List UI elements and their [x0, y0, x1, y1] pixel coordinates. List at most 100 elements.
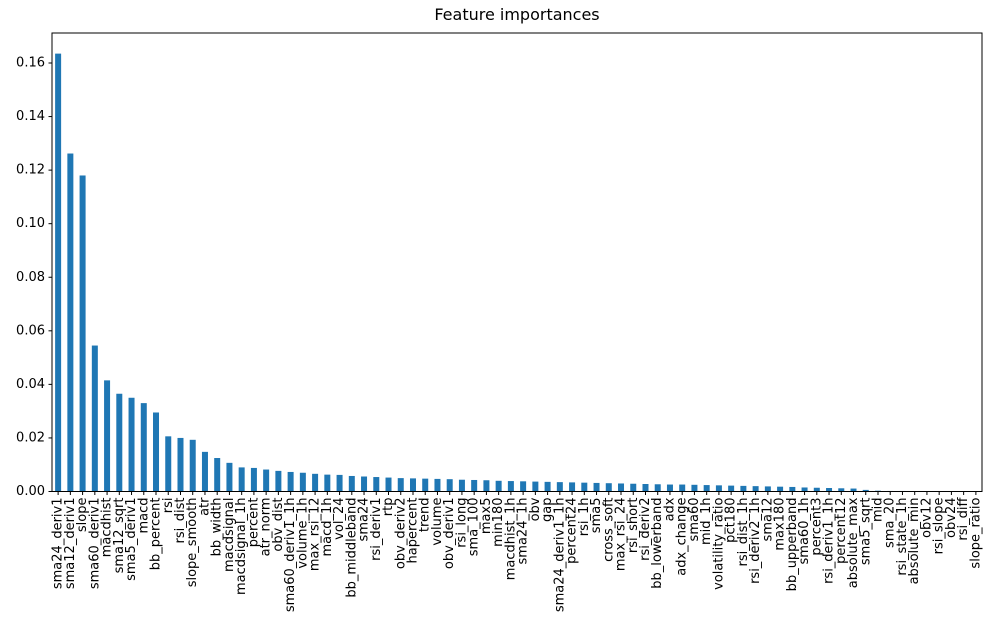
- x-tick-label: sma12: [760, 498, 775, 542]
- x-tick-label: percent3: [809, 498, 824, 556]
- bar: [850, 488, 857, 492]
- x-tick-label: vol_24: [332, 498, 347, 540]
- x-tick-label: cross_soft: [601, 498, 616, 562]
- bar: [409, 478, 416, 492]
- x-tick-label: slope_smooth: [185, 498, 200, 588]
- x-tick-label: obv24: [944, 498, 959, 538]
- x-tick-label: slope_ratio: [968, 497, 983, 568]
- x-tick-label: bb_percent: [149, 498, 164, 571]
- x-tick-label: macd_1h: [320, 498, 335, 557]
- x-tick-label: rsi: [161, 498, 176, 514]
- bar: [373, 477, 380, 492]
- x-tick-label: slope: [75, 498, 90, 533]
- bar: [299, 472, 306, 492]
- x-tick-label: sma_100: [467, 498, 482, 557]
- x-tick-label: adx: [662, 497, 677, 521]
- bar: [532, 481, 539, 492]
- bar: [826, 488, 833, 492]
- x-tick-label: obv_deriv1: [442, 498, 457, 570]
- y-tick-label: 0.00: [16, 484, 45, 499]
- x-tick-label: obv: [528, 497, 543, 521]
- bar: [226, 462, 233, 492]
- bar: [434, 478, 441, 492]
- bar: [752, 486, 759, 492]
- bar: [789, 486, 796, 492]
- x-tick-label: max180: [773, 498, 788, 551]
- chart-title: Feature importances: [434, 5, 599, 24]
- bar: [214, 458, 221, 492]
- y-tick-label: 0.06: [16, 323, 45, 338]
- bar: [654, 484, 661, 492]
- bar: [385, 477, 392, 492]
- x-tick-label: macdsignal_1h: [234, 498, 249, 596]
- x-tick-label: sma12_sqrt: [112, 498, 127, 574]
- x-tick-label: sma12_deriv1: [63, 498, 78, 590]
- bar: [862, 489, 869, 492]
- x-tick-label: rsi_short: [626, 498, 641, 554]
- x-tick-label: sma5_sqrt: [858, 498, 873, 566]
- y-tick-label: 0.16: [16, 56, 45, 71]
- x-tick-label: max_rsi_24: [614, 498, 629, 572]
- x-tick-label: rsi_dist: [173, 498, 188, 544]
- bar: [495, 480, 502, 492]
- x-tick-label: sma60_1h: [797, 498, 812, 565]
- bar: [312, 473, 319, 492]
- bar: [618, 483, 625, 492]
- x-tick-label: sma24_deriv1: [51, 498, 66, 590]
- bar: [422, 478, 429, 492]
- y-tick-label: 0.04: [16, 377, 45, 392]
- x-tick-label: rsi_diff: [956, 496, 971, 540]
- bar: [691, 484, 698, 492]
- bar: [140, 403, 147, 492]
- bar: [361, 476, 368, 492]
- axes-group: 0.00 0.02 0.04 0.06 0.08 0.10 0.12 0.14 0.16 sma2…: [16, 32, 983, 612]
- bar: [397, 478, 404, 492]
- x-tick-label: sma60: [687, 498, 702, 542]
- bar: [728, 485, 735, 492]
- bar: [642, 484, 649, 492]
- x-tick-label: percent24: [565, 498, 580, 564]
- x-tick-label: percent12: [834, 498, 849, 564]
- y-tick-label: 0.08: [16, 270, 45, 285]
- bar: [201, 451, 208, 492]
- x-tick-label: volume: [430, 498, 445, 546]
- bar: [91, 345, 98, 492]
- bars-group: [55, 53, 955, 492]
- bar: [471, 479, 478, 492]
- x-tick-label: bb_width: [210, 498, 225, 557]
- x-tick-label: rsi_long: [454, 498, 469, 548]
- bar: [177, 437, 184, 492]
- y-tick-label: 0.12: [16, 163, 45, 178]
- bar: [324, 474, 331, 492]
- bar: [679, 484, 686, 492]
- x-tick-label: obv12: [919, 498, 934, 538]
- bar: [740, 485, 747, 492]
- x-tick-label: obv_deriv2: [393, 498, 408, 570]
- x-tick-label: rsi_deriv1_1h: [822, 498, 837, 584]
- x-tick-label: volume_1h: [295, 498, 310, 569]
- x-tick-label: mid: [870, 498, 885, 523]
- x-tick-label: min180: [491, 498, 506, 547]
- bar: [703, 485, 710, 492]
- bar: [287, 471, 294, 492]
- x-tick-label: macdhist_1h: [503, 498, 518, 581]
- x-tick-label: sma24_1h: [516, 498, 531, 565]
- bar: [593, 482, 600, 492]
- bar: [483, 480, 490, 492]
- bar: [801, 487, 808, 492]
- x-tick-label: rsi_1h: [577, 498, 592, 537]
- x-tick-label: bb_lowerband: [650, 498, 665, 589]
- bar: [165, 436, 172, 492]
- x-tick-label: obv_dist: [271, 498, 286, 552]
- bar: [116, 393, 123, 492]
- x-tick-label: adx_change: [675, 498, 690, 576]
- x-tick-label: volatility_ratio: [711, 497, 726, 589]
- bar: [569, 482, 576, 492]
- x-tick-label: sma24: [357, 498, 372, 542]
- y-tick-label: 0.02: [16, 430, 45, 445]
- x-tick-label: sma5_deriv1: [124, 498, 139, 581]
- x-tick-label: macd: [136, 498, 151, 534]
- x-tick-label: absolute_max: [846, 497, 861, 588]
- x-tick-label: sma5: [589, 498, 604, 534]
- bar: [275, 470, 282, 492]
